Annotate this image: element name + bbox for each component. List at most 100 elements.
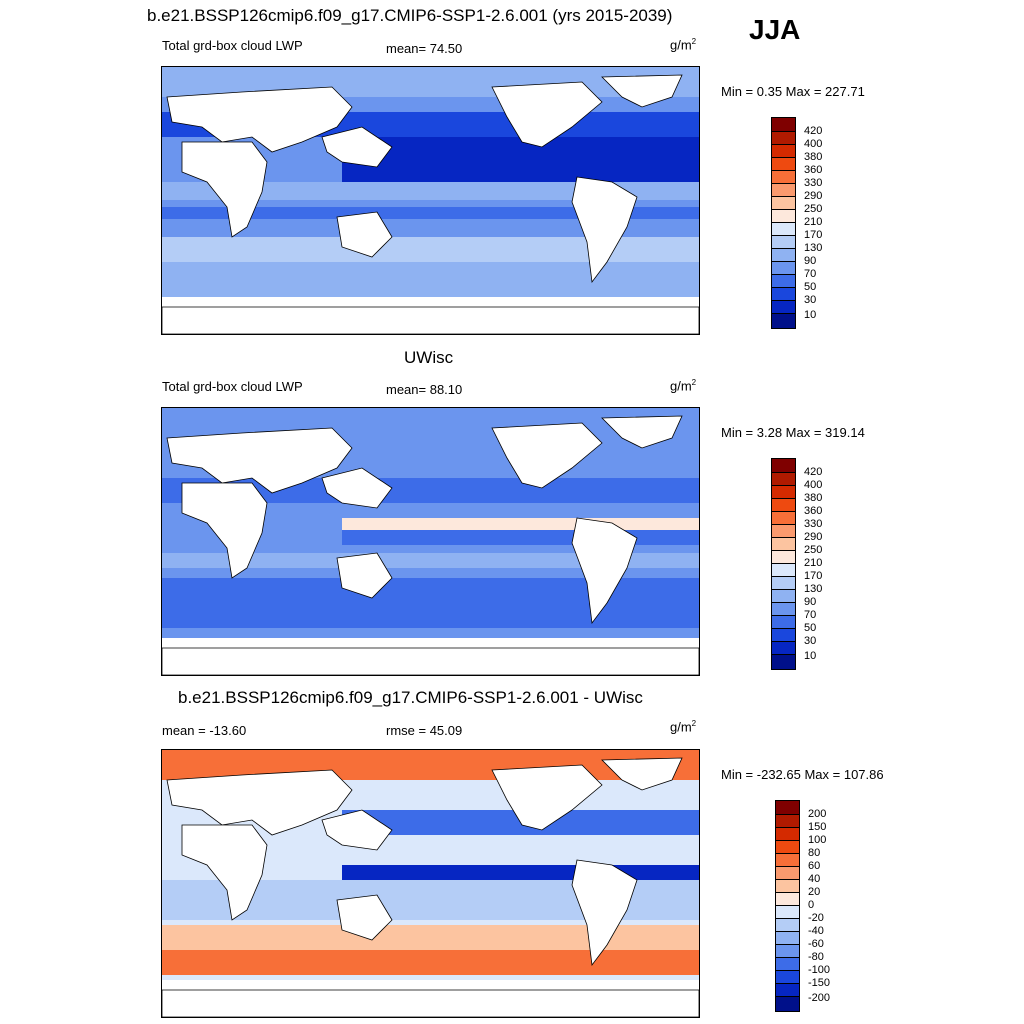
- panel1-mean-label: mean= 74.50: [386, 41, 463, 56]
- colorbar-tick-label: 40: [808, 873, 821, 885]
- colorbar-swatch: [772, 472, 795, 485]
- colorbar-swatch: [776, 827, 799, 840]
- colorbar-tick-label: 100: [808, 834, 827, 846]
- colorbar-tick-label: 50: [804, 281, 817, 293]
- colorbar-tick-label: 290: [804, 531, 823, 543]
- colorbar-tick-label: 250: [804, 544, 823, 556]
- panel2-map: [161, 407, 700, 676]
- colorbar-swatch: [776, 905, 799, 918]
- colorbar-tick-label: 330: [804, 518, 823, 530]
- colorbar-swatch: [772, 459, 795, 472]
- panel1-map: [161, 66, 700, 335]
- colorbar-swatch: [772, 261, 795, 274]
- colorbar-swatch: [772, 602, 795, 615]
- colorbar-swatch: [772, 550, 795, 563]
- colorbar-swatch: [776, 957, 799, 970]
- colorbar-swatch: [776, 944, 799, 957]
- colorbar-tick-label: 330: [804, 177, 823, 189]
- panel2-colorbar: [771, 458, 796, 670]
- panel1-colorbar: [771, 117, 796, 329]
- panel1-variable-label: Total grd-box cloud LWP: [162, 38, 303, 53]
- colorbar-tick-label: 380: [804, 151, 823, 163]
- colorbar-swatch: [772, 157, 795, 170]
- colorbar-swatch: [772, 274, 795, 287]
- colorbar-tick-label: -60: [808, 938, 824, 950]
- colorbar-swatch: [772, 589, 795, 602]
- colorbar-swatch: [776, 840, 799, 853]
- panel1-title: b.e21.BSSP126cmip6.f09_g17.CMIP6-SSP1-2.…: [147, 6, 673, 25]
- colorbar-swatch: [776, 866, 799, 879]
- colorbar-swatch: [772, 641, 795, 654]
- panel3-map-svg: [162, 750, 699, 1017]
- colorbar-tick-label: 170: [804, 229, 823, 241]
- panel3-rmse-label: rmse = 45.09: [386, 723, 463, 738]
- colorbar-swatch: [772, 511, 795, 524]
- colorbar-swatch: [772, 235, 795, 248]
- colorbar-swatch: [772, 131, 795, 144]
- colorbar-swatch: [772, 196, 795, 209]
- panel3-mean-label: mean = -13.60: [162, 723, 247, 738]
- colorbar-swatch: [772, 524, 795, 537]
- colorbar-swatch: [776, 970, 799, 983]
- colorbar-tick-label: 360: [804, 164, 823, 176]
- colorbar-tick-label: 130: [804, 583, 823, 595]
- panel2-mean-label: mean= 88.10: [386, 382, 463, 397]
- panel1-minmax-label: Min = 0.35 Max = 227.71: [721, 84, 865, 99]
- colorbar-swatch: [772, 563, 795, 576]
- colorbar-swatch: [776, 853, 799, 866]
- panel3-title: b.e21.BSSP126cmip6.f09_g17.CMIP6-SSP1-2.…: [178, 688, 643, 707]
- colorbar-swatch: [772, 300, 795, 313]
- colorbar-tick-label: 420: [804, 125, 823, 137]
- colorbar-tick-label: -20: [808, 912, 824, 924]
- colorbar-tick-label: -150: [808, 977, 831, 989]
- colorbar-tick-label: 150: [808, 821, 827, 833]
- colorbar-swatch: [772, 144, 795, 157]
- colorbar-tick-label: -100: [808, 964, 831, 976]
- colorbar-swatch: [776, 983, 799, 996]
- colorbar-swatch: [772, 209, 795, 222]
- colorbar-tick-label: 170: [804, 570, 823, 582]
- panel2-minmax-label: Min = 3.28 Max = 319.14: [721, 425, 865, 440]
- colorbar-tick-label: 10: [804, 309, 817, 321]
- colorbar-swatch: [772, 615, 795, 628]
- colorbar-tick-label: 360: [804, 505, 823, 517]
- colorbar-tick-label: 420: [804, 466, 823, 478]
- colorbar-tick-label: -200: [808, 992, 831, 1004]
- colorbar-swatch: [776, 801, 799, 814]
- colorbar-swatch: [772, 313, 795, 328]
- colorbar-tick-label: 10: [804, 650, 817, 662]
- panel2-variable-label: Total grd-box cloud LWP: [162, 379, 303, 394]
- panel3-map: [161, 749, 700, 1018]
- panel3-minmax-label: Min = -232.65 Max = 107.86: [721, 767, 884, 782]
- colorbar-swatch: [776, 918, 799, 931]
- panel1-map-svg: [162, 67, 699, 334]
- colorbar-swatch: [776, 996, 799, 1011]
- colorbar-tick-label: 70: [804, 609, 817, 621]
- colorbar-tick-label: 80: [808, 847, 821, 859]
- colorbar-tick-label: 210: [804, 557, 823, 569]
- colorbar-swatch: [776, 814, 799, 827]
- colorbar-tick-label: 30: [804, 635, 817, 647]
- colorbar-tick-label: 130: [804, 242, 823, 254]
- colorbar-tick-label: 60: [808, 860, 821, 872]
- colorbar-swatch: [772, 183, 795, 196]
- colorbar-swatch: [772, 170, 795, 183]
- colorbar-tick-label: 400: [804, 479, 823, 491]
- colorbar-tick-label: 250: [804, 203, 823, 215]
- panel2-unit-label: g/m2: [670, 378, 697, 394]
- colorbar-tick-label: -40: [808, 925, 824, 937]
- colorbar-tick-label: 200: [808, 808, 827, 820]
- colorbar-tick-label: -80: [808, 951, 824, 963]
- panel1-unit-label: g/m2: [670, 37, 697, 53]
- colorbar-swatch: [772, 248, 795, 261]
- colorbar-tick-label: 400: [804, 138, 823, 150]
- colorbar-swatch: [776, 931, 799, 944]
- panel3-unit-label: g/m2: [670, 719, 697, 735]
- colorbar-swatch: [776, 892, 799, 905]
- colorbar-swatch: [772, 222, 795, 235]
- colorbar-swatch: [772, 118, 795, 131]
- colorbar-tick-label: 0: [808, 899, 815, 911]
- colorbar-swatch: [772, 485, 795, 498]
- colorbar-tick-label: 290: [804, 190, 823, 202]
- colorbar-swatch: [776, 879, 799, 892]
